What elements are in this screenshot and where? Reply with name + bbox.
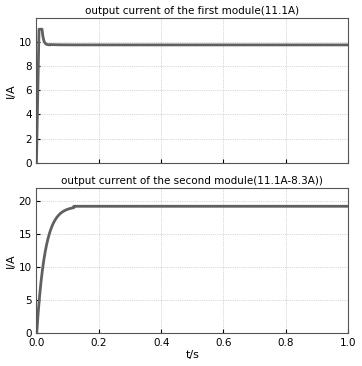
Title: output current of the first module(11.1A): output current of the first module(11.1A… <box>85 5 299 16</box>
Title: output current of the second module(11.1A-8.3A)): output current of the second module(11.1… <box>62 176 323 186</box>
Y-axis label: I/A: I/A <box>6 83 16 97</box>
X-axis label: t/s: t/s <box>185 350 199 361</box>
Y-axis label: I/A: I/A <box>5 253 16 268</box>
